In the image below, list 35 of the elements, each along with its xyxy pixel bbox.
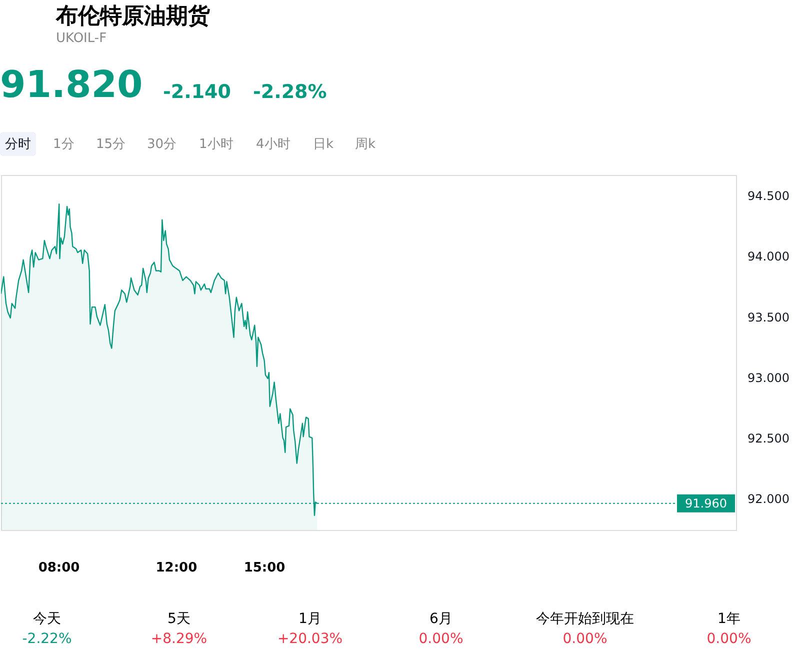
text: 日k	[313, 137, 334, 152]
text: 91.820	[0, 63, 143, 106]
text: 5天	[168, 611, 190, 627]
text: 6月	[430, 611, 452, 627]
text: -2.28%	[253, 81, 327, 103]
text: 15分	[96, 137, 126, 152]
text: 今年开始到现在	[536, 611, 634, 627]
y-tick-label: 92.000	[748, 492, 790, 506]
ref-line-label: 91.960	[685, 496, 727, 510]
y-tick-label: 94.000	[748, 250, 790, 264]
x-tick-label: 08:00	[38, 560, 80, 576]
text: 1月	[298, 611, 322, 627]
y-tick-label: 94.500	[748, 189, 790, 204]
text: 0.00%	[706, 631, 752, 647]
text: 30分	[147, 137, 177, 152]
y-tick-label: 93.500	[748, 310, 790, 324]
text: 0.00%	[562, 631, 608, 647]
text: +8.29%	[150, 631, 208, 647]
y-tick-label: 93.000	[748, 370, 790, 385]
text: +20.03%	[277, 631, 343, 647]
text: 0.00%	[418, 631, 464, 647]
text: 今天	[33, 611, 61, 627]
text: 1年	[718, 611, 740, 627]
text: 分时	[5, 137, 31, 152]
text: -2.22%	[22, 631, 72, 647]
text: 1分	[53, 137, 74, 152]
text: 1小时	[199, 137, 234, 152]
chart-subtitle: UKOIL-F	[56, 31, 107, 46]
text: 周k	[355, 137, 376, 152]
text: -2.140	[163, 81, 231, 103]
y-tick-label: 92.500	[748, 431, 790, 446]
x-tick-label: 12:00	[156, 560, 198, 576]
chart-title: 布伦特原油期货	[55, 4, 210, 29]
text: 4小时	[256, 137, 290, 152]
x-tick-label: 15:00	[244, 560, 286, 576]
